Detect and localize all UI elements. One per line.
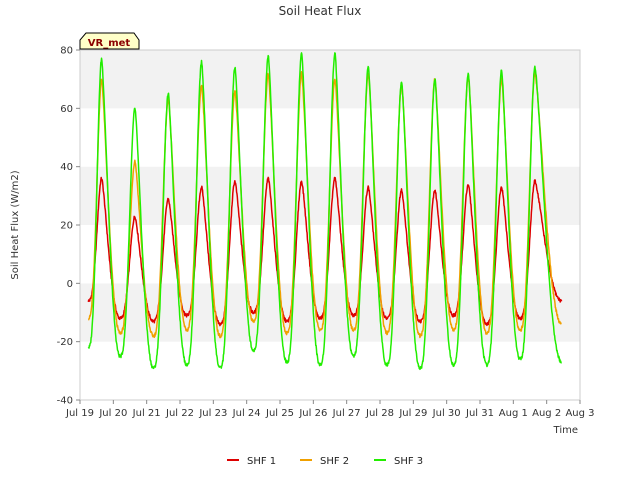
y-tick-label: 0 [67,279,73,290]
x-tick-label: Jul 31 [465,408,494,419]
x-tick-label: Jul 29 [398,408,427,419]
y-tick-label: 20 [60,221,73,232]
x-tick-label: Jul 21 [132,408,161,419]
x-tick-label: Jul 27 [332,408,361,419]
x-tick-label: Jul 25 [265,408,294,419]
site-tag: VR_met [79,32,140,50]
y-tick-label: -40 [57,396,73,407]
y-tick-label: 40 [60,162,73,173]
x-axis-title: Time [553,425,578,436]
x-tick-label: Jul 24 [232,408,261,419]
x-tick-label: Jul 20 [98,408,127,419]
series-lines [87,52,563,371]
plot-band [80,341,580,400]
x-tick-label: Aug 2 [532,408,561,419]
x-tick-label: Jul 26 [298,408,327,419]
site-tag-label: VR_met [88,38,131,49]
chart-title: Soil Heat Flux [279,4,362,18]
series-line-shf-3 [87,52,562,371]
x-tick-label: Jul 19 [65,408,94,419]
legend-label: SHF 3 [394,456,423,467]
x-tick-label: Jul 30 [432,408,461,419]
y-axis: -40 -20 0 20 40 60 80 [57,46,80,407]
y-axis-title: Soil Heat Flux (W/m2) [10,170,21,279]
y-tick-label: 60 [60,104,73,115]
x-tick-label: Aug 1 [499,408,528,419]
x-axis: Jul 19 Jul 20 Jul 21 Jul 22 Jul 23 Jul 24 Jul … [65,400,595,419]
x-tick-label: Jul 23 [198,408,227,419]
x-tick-label: Aug 3 [565,408,594,419]
plot-band [80,283,580,342]
x-tick-label: Jul 22 [165,408,194,419]
legend-label: SHF 1 [247,456,276,467]
y-tick-label: -20 [57,337,73,348]
legend: SHF 1 SHF 2 SHF 3 [227,456,423,467]
y-tick-label: 80 [60,46,73,57]
x-tick-label: Jul 28 [365,408,394,419]
legend-label: SHF 2 [320,456,349,467]
plot-band [80,50,580,109]
site-tag-box [79,32,140,50]
